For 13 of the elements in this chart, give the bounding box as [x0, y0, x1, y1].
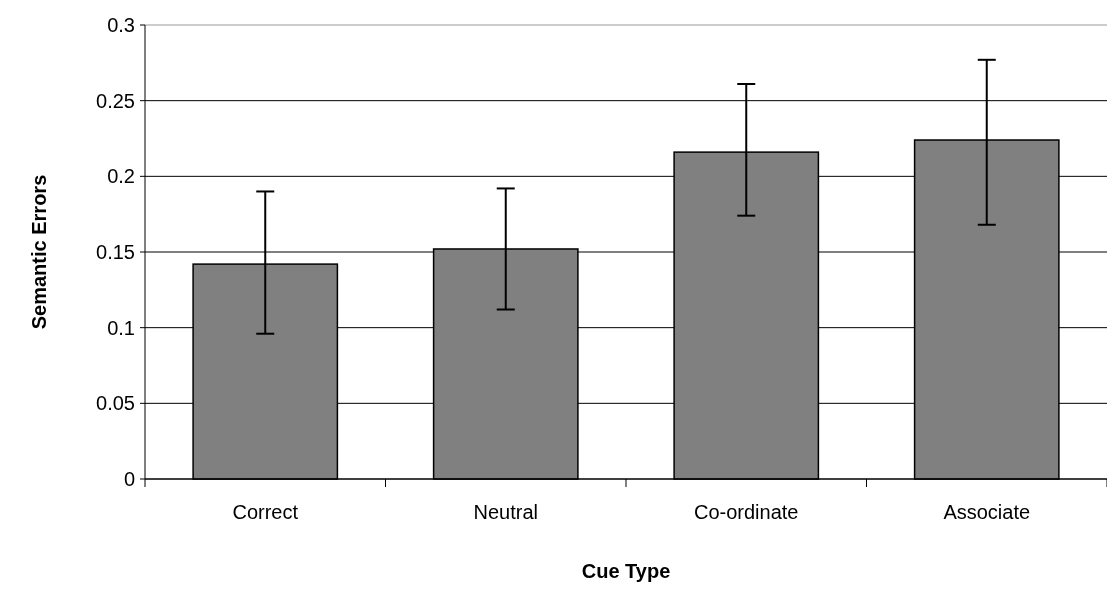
y-tick-label: 0.2: [107, 165, 135, 188]
y-tick-label: 0.25: [96, 89, 135, 112]
y-tick-label: 0.15: [96, 241, 135, 263]
y-tick-label: 0.3: [107, 14, 135, 36]
x-tick-label: Associate: [943, 501, 1031, 523]
x-tick-label: Correct: [232, 501, 299, 523]
y-tick-label: 0.05: [96, 392, 135, 415]
x-axis-title: Cue Type: [581, 560, 671, 582]
y-tick-label: 0: [123, 468, 135, 490]
x-tick-label: Co-ordinate: [693, 501, 799, 523]
y-tick-label: 0.1: [107, 316, 135, 339]
y-axis-title: Semantic Errors: [28, 174, 50, 330]
x-tick-label: Neutral: [473, 501, 538, 523]
